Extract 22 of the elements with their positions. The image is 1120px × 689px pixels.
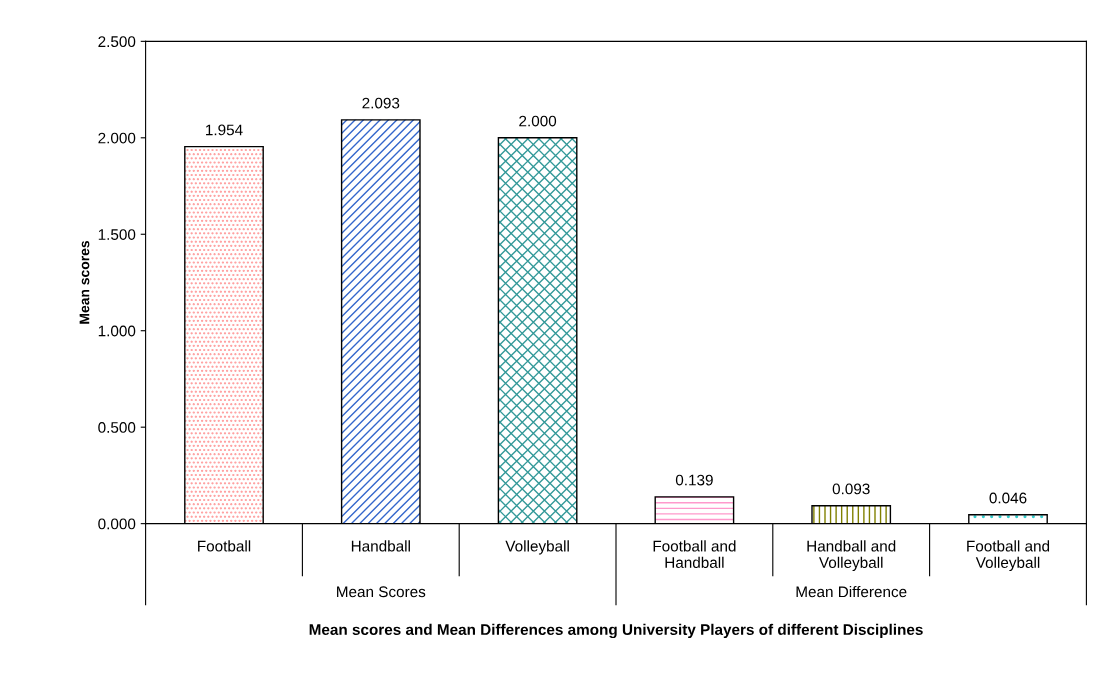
data-label: 1.954 <box>206 124 243 136</box>
text: Mean Scores <box>337 586 426 598</box>
y-tick-label: 1.500 <box>98 229 136 240</box>
x-axis-title: Mean scores and Mean Differences among University Players of different Disciplines <box>309 623 923 639</box>
data-label: 0.046 <box>989 492 1027 504</box>
data-label: 2.000 <box>519 115 557 127</box>
data-label: 2.093 <box>362 97 400 109</box>
x-tick-label: Volleyball <box>505 540 569 555</box>
x-tick-label: Handball and Volleyball <box>807 540 896 571</box>
x-tick-label: Handball <box>351 540 410 552</box>
data-label: 0.139 <box>675 474 713 486</box>
y-axis-title: Mean scores <box>79 240 90 324</box>
y-tick-label: 2.500 <box>98 36 136 48</box>
x-tick-label: Football and Volleyball <box>967 540 1050 571</box>
data-label: 0.093 <box>832 483 870 495</box>
y-tick-label: 2.000 <box>98 132 136 144</box>
y-tick-label: 1.000 <box>98 325 136 337</box>
x-tick-label: Football and Handball <box>653 540 736 568</box>
y-tick-label: 0.500 <box>98 422 136 433</box>
text: Mean Difference <box>796 585 907 598</box>
x-tick-label: Football <box>198 540 251 552</box>
y-tick-label: 0.000 <box>98 518 136 530</box>
